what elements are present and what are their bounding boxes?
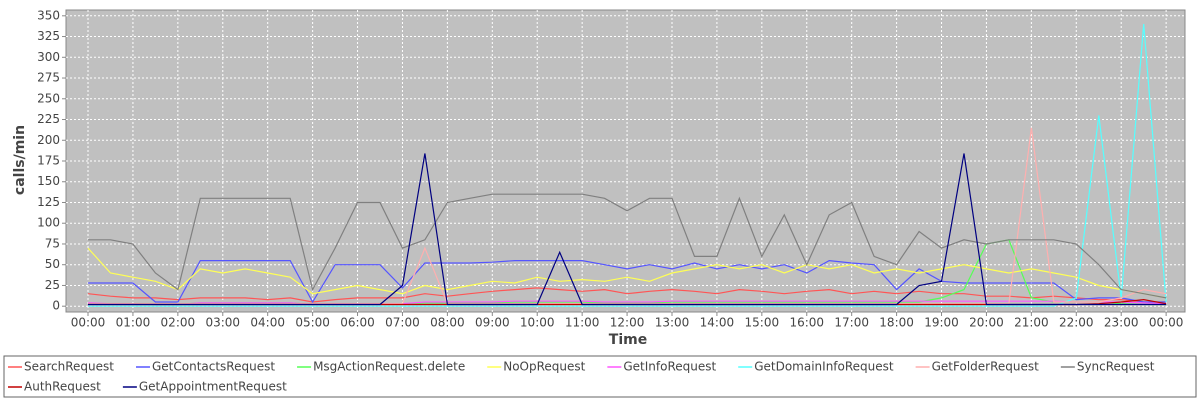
y-tick-label: 75: [45, 236, 60, 250]
y-tick-label: 50: [45, 257, 60, 271]
x-tick-label: 19:00: [924, 316, 959, 330]
y-tick-label: 250: [37, 91, 60, 105]
x-axis-label: Time: [609, 332, 647, 348]
series-line: [88, 24, 1167, 307]
y-tick-label: 275: [37, 71, 60, 85]
y-tick-label: 125: [37, 195, 60, 209]
x-tick-label: 03:00: [205, 316, 240, 330]
y-tick-label: 175: [37, 154, 60, 168]
y-tick-label: 225: [37, 112, 60, 126]
legend-label: SyncRequest: [1077, 360, 1155, 374]
y-tick-label: 150: [37, 174, 60, 188]
legend-label: GetFolderRequest: [932, 360, 1040, 374]
series-line: [88, 259, 1167, 304]
y-tick-label: 300: [37, 50, 60, 64]
x-tick-label: 13:00: [655, 316, 690, 330]
x-tick-label: 14:00: [700, 316, 735, 330]
x-tick-label: 15:00: [745, 316, 780, 330]
series-line: [88, 193, 1167, 299]
legend-label: GetContactsRequest: [152, 360, 275, 374]
x-tick-label: 17:00: [834, 316, 869, 330]
x-tick-label: 18:00: [879, 316, 914, 330]
legend: [3, 355, 1197, 398]
legend-label: NoOpRequest: [503, 360, 585, 374]
x-tick-label: 06:00: [340, 316, 375, 330]
y-tick-label: 325: [37, 29, 60, 43]
y-tick-label: 25: [45, 278, 60, 292]
x-tick-label: 01:00: [116, 316, 151, 330]
x-tick-label: 20:00: [969, 316, 1004, 330]
series-line: [87, 287, 1167, 303]
x-tick-label: 10:00: [520, 316, 555, 330]
x-tick-label: 07:00: [385, 316, 420, 330]
legend-label: GetDomainInfoRequest: [754, 360, 894, 374]
y-tick-label: 0: [52, 299, 60, 313]
x-tick-label: 08:00: [430, 316, 465, 330]
y-tick-label: 350: [37, 8, 60, 22]
legend-label: MsgActionRequest.delete: [313, 360, 465, 374]
x-tick-label: 04:00: [250, 316, 285, 330]
x-tick-label: 00:00: [71, 316, 106, 330]
legend-label: GetInfoRequest: [623, 360, 716, 374]
x-tick-label: 05:00: [295, 316, 330, 330]
legend-label: SearchRequest: [24, 360, 114, 374]
x-tick-label: 22:00: [1059, 316, 1094, 330]
legend-label: AuthRequest: [24, 380, 101, 394]
plot-area: [65, 9, 1186, 313]
x-tick-label: 23:00: [1104, 316, 1139, 330]
x-tick-label: 00:00: [1149, 316, 1184, 330]
y-tick-label: 200: [37, 133, 60, 147]
x-tick-label: 16:00: [789, 316, 824, 330]
series-line: [87, 247, 1167, 299]
legend-label: GetAppointmentRequest: [139, 380, 287, 394]
series-line: [88, 153, 1167, 306]
x-tick-label: 21:00: [1014, 316, 1049, 330]
y-axis-label: calls/min: [12, 125, 28, 195]
x-tick-label: 02:00: [161, 316, 196, 330]
x-tick-label: 11:00: [565, 316, 600, 330]
x-tick-label: 12:00: [610, 316, 645, 330]
x-tick-label: 09:00: [475, 316, 510, 330]
y-tick-label: 100: [37, 216, 60, 230]
